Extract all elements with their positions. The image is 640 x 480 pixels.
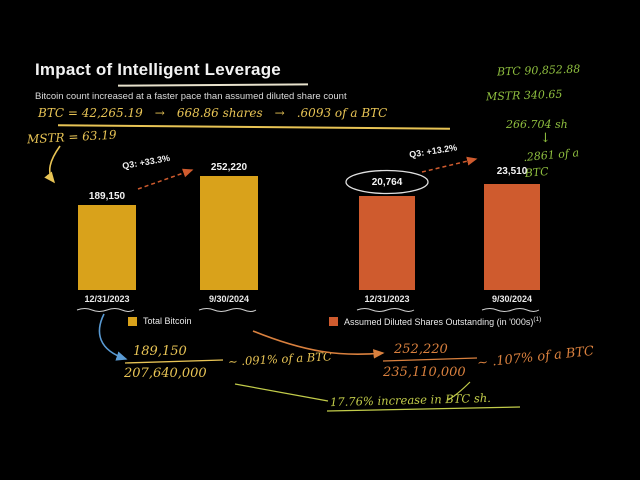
bar-total-bitcoin-2024 <box>200 176 258 290</box>
scribble-underline-shares-2023 <box>356 308 415 312</box>
btc-fraction: .6093 of a BTC <box>296 106 388 120</box>
down-arrow-glyph: ↓ <box>540 131 551 146</box>
legend-label-total-bitcoin: Total Bitcoin <box>143 316 192 326</box>
btc-equation-line: BTC = 42,265.19 → 668.86 shares → .6093 … <box>38 106 387 120</box>
left-fraction-bar <box>124 359 224 364</box>
page-title: Impact of Intelligent Leverage <box>35 60 281 79</box>
legend-swatch-orange <box>329 317 338 326</box>
note-mstr-price: MSTR 340.65 <box>485 87 563 104</box>
yellow-down-arrow <box>44 145 61 184</box>
legend-label-text: Assumed Diluted Shares Outstanding (in '… <box>344 317 534 327</box>
right-fraction-result: ~ .107% of a BTC <box>476 343 595 372</box>
lime-connector-left <box>234 383 329 402</box>
left-fraction-denominator: 207,640,000 <box>124 366 207 381</box>
blue-connector-arrow <box>98 313 128 361</box>
legend-item-total-bitcoin: Total Bitcoin <box>128 316 192 326</box>
category-label-shares-2023: 12/31/2023 <box>364 294 410 304</box>
equation-underline <box>58 124 450 130</box>
scribble-underline-shares-2024 <box>481 308 540 312</box>
right-fraction-numerator: 252,220 <box>394 342 448 357</box>
legend-item-diluted-shares: Assumed Diluted Shares Outstanding (in '… <box>329 316 541 327</box>
right-fraction-bar <box>382 357 478 362</box>
right-fraction-denominator: 235,110,000 <box>383 365 466 380</box>
category-label-shares-2024: 9/30/2024 <box>491 294 533 304</box>
note-btc-price: BTC 90,852.88 <box>496 62 581 79</box>
value-label-btc-2024: 252,220 <box>210 162 248 173</box>
right-arrow-glyph: → <box>154 106 165 120</box>
growth-arrow-btc <box>137 168 194 190</box>
legend-label-diluted-shares: Assumed Diluted Shares Outstanding (in '… <box>344 316 541 327</box>
left-fraction-result: ~ .091% of a BTC <box>227 349 333 369</box>
legend-swatch-gold <box>128 316 137 326</box>
scribble-underline-btc-2023 <box>76 308 135 312</box>
bar-shares-2024 <box>484 184 540 290</box>
subtitle: Bitcoin count increased at a faster pace… <box>35 91 347 102</box>
note-shares: 266.704 sh <box>506 118 568 131</box>
btc-equation: BTC = 42,265.19 <box>38 106 143 120</box>
right-arrow-glyph: → <box>274 106 285 120</box>
category-label-btc-2023: 12/31/2023 <box>84 294 130 304</box>
value-label-shares-2023: 20,764 <box>371 177 403 188</box>
growth-label-shares: Q3: +13.2% <box>408 142 458 160</box>
left-fraction-numerator: 189,150 <box>133 344 187 359</box>
scribble-underline-btc-2024 <box>198 308 257 312</box>
growth-arrow-shares <box>421 156 478 173</box>
legend-footnote-marker: (1) <box>533 316 542 323</box>
title-underline <box>117 83 309 87</box>
category-label-btc-2024: 9/30/2024 <box>208 294 250 304</box>
mstr-equation: MSTR = 63.19 <box>26 127 117 147</box>
value-label-btc-2023: 189,150 <box>88 191 126 202</box>
shares-value: 668.86 shares <box>176 106 263 120</box>
bar-total-bitcoin-2023 <box>78 205 136 290</box>
bar-shares-2023 <box>359 196 415 290</box>
increase-note: 17.76% increase in BTC sh. <box>329 390 491 410</box>
growth-label-btc: Q3: +33.3% <box>121 152 171 172</box>
value-label-shares-2024: 23,510 <box>496 166 528 177</box>
